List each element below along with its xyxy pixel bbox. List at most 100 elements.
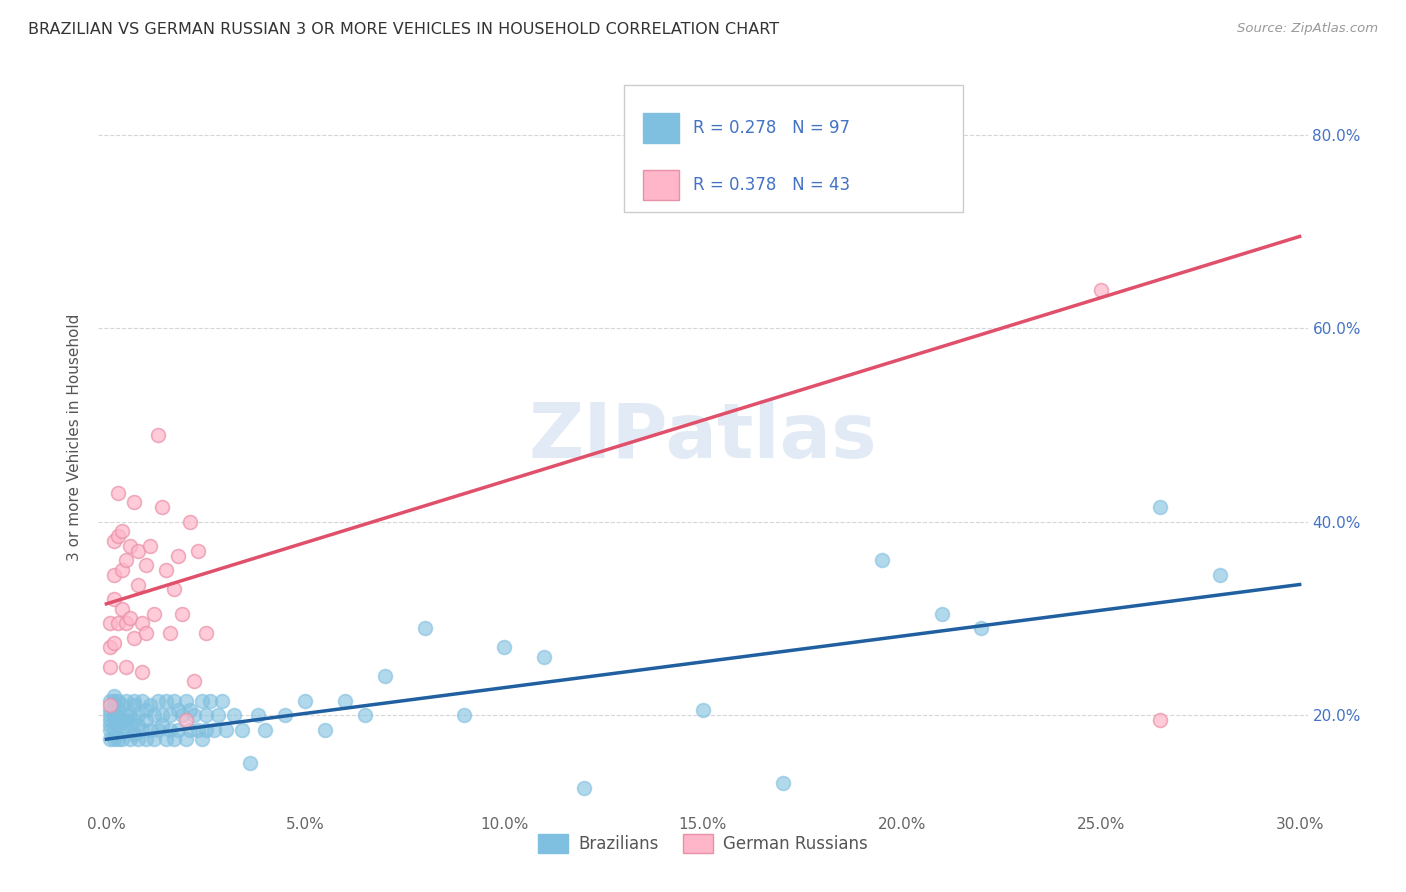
Point [103, 592, 125, 607]
Point [103, 723, 125, 737]
Point [354, 708, 377, 723]
Point [115, 713, 138, 727]
Point [167, 723, 190, 737]
Point [150, 708, 173, 723]
Point [692, 703, 714, 717]
Point [127, 708, 149, 723]
Point [135, 625, 157, 640]
Point [194, 625, 217, 640]
Point [135, 732, 157, 747]
Point [122, 698, 145, 713]
Point [183, 674, 205, 689]
Point [120, 732, 142, 747]
Point [314, 723, 336, 737]
Point [146, 723, 169, 737]
Point [98, 732, 121, 747]
Point [103, 567, 125, 582]
Point [115, 693, 138, 707]
Point [870, 553, 893, 567]
Point [103, 534, 125, 549]
Point [139, 539, 162, 553]
Point [122, 631, 145, 645]
Point [111, 698, 134, 713]
Point [98, 717, 121, 731]
Point [274, 708, 297, 723]
Point [98, 703, 121, 717]
Point [970, 621, 993, 635]
Point [115, 723, 138, 737]
Point [413, 621, 436, 635]
Point [453, 708, 475, 723]
Point [122, 693, 145, 707]
Point [163, 732, 186, 747]
Point [239, 756, 262, 771]
Point [159, 625, 181, 640]
Point [107, 529, 129, 543]
Point [98, 723, 121, 737]
Point [187, 543, 209, 558]
Point [155, 732, 177, 747]
Text: ZIPatlas: ZIPatlas [529, 401, 877, 474]
Point [120, 717, 142, 731]
Point [135, 558, 157, 573]
Point [207, 708, 229, 723]
Point [187, 723, 209, 737]
Point [103, 635, 125, 649]
Point [103, 689, 125, 703]
Point [111, 524, 134, 539]
Point [115, 708, 138, 723]
Point [246, 708, 269, 723]
Point [179, 703, 201, 717]
Point [194, 708, 217, 723]
FancyBboxPatch shape [624, 85, 963, 212]
Point [98, 659, 121, 673]
Point [163, 693, 186, 707]
Point [103, 693, 125, 707]
Point [146, 693, 169, 707]
Point [107, 732, 129, 747]
Point [115, 553, 138, 567]
Point [1149, 500, 1171, 515]
Point [127, 543, 149, 558]
Point [103, 732, 125, 747]
Point [1090, 283, 1112, 297]
Point [120, 708, 142, 723]
Point [98, 698, 121, 713]
Point [179, 515, 201, 529]
Point [191, 732, 214, 747]
Point [159, 723, 181, 737]
Point [150, 717, 173, 731]
Point [98, 693, 121, 707]
Point [103, 713, 125, 727]
Point [107, 693, 129, 707]
Point [202, 723, 225, 737]
Text: R = 0.378   N = 43: R = 0.378 N = 43 [693, 176, 851, 194]
Point [111, 601, 134, 615]
Point [155, 693, 177, 707]
Point [333, 693, 356, 707]
Point [150, 500, 173, 515]
Point [107, 616, 129, 631]
Text: R = 0.278   N = 97: R = 0.278 N = 97 [693, 120, 851, 137]
Point [174, 732, 197, 747]
Point [146, 427, 169, 442]
Point [111, 713, 134, 727]
Point [194, 723, 217, 737]
Point [159, 708, 181, 723]
Point [191, 693, 214, 707]
Point [198, 693, 221, 707]
Point [107, 708, 129, 723]
Point [1149, 713, 1171, 727]
Y-axis label: 3 or more Vehicles in Household: 3 or more Vehicles in Household [67, 313, 83, 561]
Point [131, 693, 153, 707]
Point [931, 607, 953, 621]
Point [115, 616, 138, 631]
Point [231, 723, 253, 737]
Point [107, 717, 129, 731]
Point [211, 693, 233, 707]
FancyBboxPatch shape [643, 169, 679, 200]
Point [120, 539, 142, 553]
Point [143, 732, 166, 747]
Point [111, 563, 134, 577]
Point [772, 775, 794, 789]
